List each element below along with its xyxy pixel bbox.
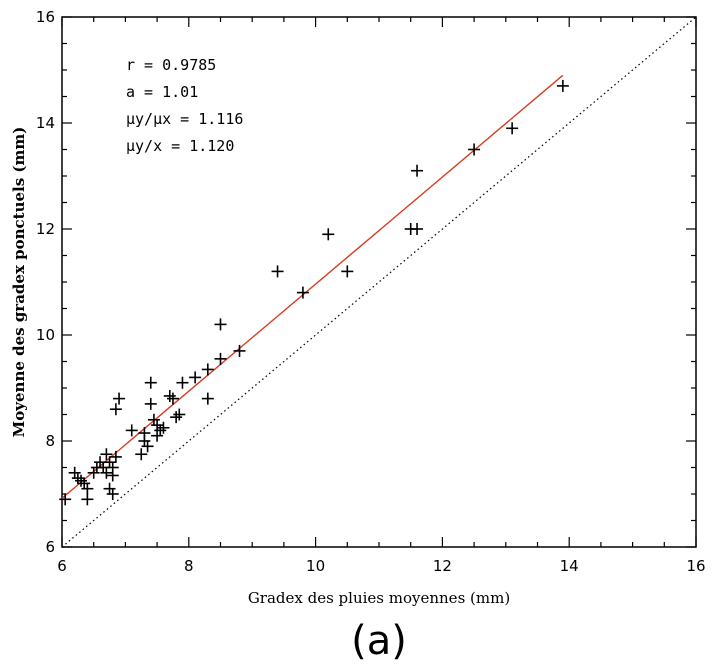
y-tick-label: 14 [36, 114, 55, 132]
data-point [296, 286, 309, 299]
axis-ticks [61, 16, 697, 548]
data-point [506, 122, 519, 135]
x-axis-label: Gradex des pluies moyennes (mm) [248, 589, 510, 607]
data-point [411, 223, 424, 235]
y-tick-label: 12 [36, 220, 55, 238]
annotation-r: r = 0.9785 [126, 56, 216, 74]
data-point [189, 371, 202, 384]
data-point [271, 265, 284, 278]
data-point [71, 472, 84, 485]
identity-line [61, 16, 697, 548]
x-tick-label: 16 [686, 557, 705, 575]
data-point [341, 265, 354, 278]
data-point [214, 352, 227, 365]
data-point [468, 143, 481, 156]
data-point [81, 482, 94, 495]
data-point [556, 79, 569, 92]
data-points [59, 79, 569, 506]
data-point [135, 448, 148, 461]
data-point [106, 488, 119, 500]
data-point [75, 474, 88, 487]
data-point [100, 466, 113, 479]
x-tick-label: 8 [184, 557, 194, 575]
annotation-ratio-of-means: μy/μx = 1.116 [126, 110, 243, 128]
data-point [103, 456, 116, 469]
x-tick-label: 14 [560, 557, 579, 575]
data-point [147, 413, 160, 426]
data-point [151, 419, 164, 432]
data-point [125, 424, 138, 437]
stats-annotation: r = 0.9785 a = 1.01 μy/μx = 1.116 μy/x =… [126, 56, 243, 155]
data-point [59, 493, 72, 506]
data-point [173, 408, 186, 421]
y-tick-label: 10 [36, 326, 55, 344]
annotation-a: a = 1.01 [126, 83, 198, 101]
data-point [157, 421, 170, 434]
y-tick-label: 16 [36, 8, 55, 26]
data-point [176, 376, 189, 389]
data-point [154, 424, 167, 437]
fit-line [61, 74, 564, 499]
data-point [68, 466, 81, 479]
data-point [214, 318, 227, 331]
data-point [411, 164, 424, 177]
data-point [144, 397, 157, 410]
data-point [87, 466, 100, 479]
data-point [113, 392, 126, 405]
data-point [141, 440, 154, 453]
data-point [106, 469, 119, 482]
data-point [100, 448, 113, 461]
data-point [201, 363, 214, 376]
data-point [144, 376, 157, 389]
data-point [81, 493, 94, 506]
y-tick-label: 6 [45, 538, 55, 556]
data-point [233, 344, 246, 357]
data-point [170, 411, 183, 424]
data-point [109, 450, 122, 463]
data-point [138, 427, 151, 440]
data-point [166, 392, 179, 405]
data-point [103, 482, 116, 495]
x-tick-label: 10 [306, 557, 325, 575]
data-point [163, 389, 176, 402]
annotation-mean-of-ratios: μy/x = 1.120 [126, 137, 234, 155]
x-tick-label: 12 [433, 557, 452, 575]
data-point [78, 477, 91, 490]
data-point [109, 403, 122, 416]
panel-label: (a) [351, 618, 407, 664]
data-point [151, 429, 164, 442]
data-point [322, 228, 335, 241]
y-tick-label: 8 [45, 432, 55, 450]
tick-labels: 6 8 10 12 14 16 6 8 10 12 14 16 [36, 8, 706, 575]
data-point [201, 392, 214, 405]
y-axis-label: Moyenne des gradex ponctuels (mm) [10, 127, 28, 438]
x-tick-label: 6 [57, 557, 67, 575]
